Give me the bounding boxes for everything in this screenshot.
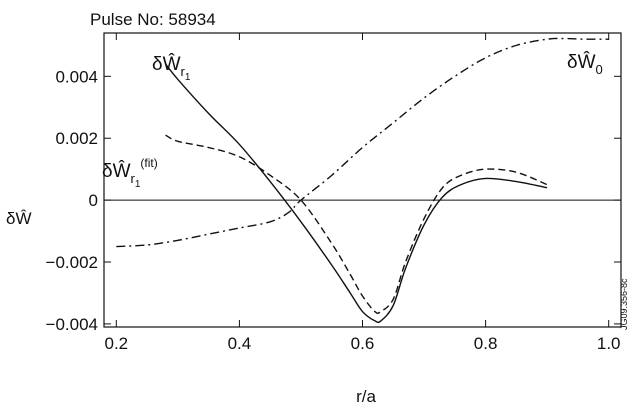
series-layer: [116, 37, 609, 324]
series-label-r1-fit: δŴr1 (fit): [102, 156, 158, 190]
y-tick-label: 0.004: [55, 67, 98, 86]
x-axis: 0.2 0.4 0.6 0.8 1.0: [104, 33, 621, 353]
chart-title: Pulse No: 58934: [90, 10, 216, 29]
x-tick-label: 1.0: [597, 334, 621, 353]
x-tick-label: 0.6: [351, 334, 375, 353]
series-label-fit-subsub: 1: [135, 179, 141, 190]
series-line-1: [165, 134, 548, 314]
x-tick-label: 0.2: [104, 334, 128, 353]
series-label-r1: δŴr1: [152, 53, 191, 83]
x-axis-label: r/a: [356, 387, 376, 406]
x-tick-label: 0.8: [474, 334, 498, 353]
series-label-zero-main: δŴ: [567, 51, 596, 73]
series-label-fit-sub: r: [131, 171, 136, 186]
y-tick-label: 0: [89, 191, 98, 210]
y-tick-label: −0.002: [46, 253, 98, 272]
series-label-r1-main: δŴ: [152, 53, 181, 75]
svg-text:δŴr1(fit): δŴr1 (fit): [102, 156, 158, 190]
figure-id-watermark: JG09.356-8c: [619, 278, 629, 330]
svg-text:δŴ0: δŴ0: [567, 51, 603, 77]
series-label-fit-main: δŴ: [102, 160, 131, 182]
y-tick-label: 0.002: [55, 129, 98, 148]
series-line-2: [116, 37, 609, 248]
series-label-r1-sub: r: [181, 64, 186, 79]
y-axis-label: δŴ: [6, 209, 32, 228]
series-line-0: [165, 63, 548, 324]
svg-text:δŴr1: δŴr1: [152, 53, 191, 83]
series-label-zero: δŴ0: [567, 51, 603, 77]
series-label-zero-sub: 0: [596, 62, 603, 77]
series-label-r1-subsub: 1: [185, 72, 191, 83]
y-tick-label: −0.004: [46, 315, 98, 334]
x-tick-label: 0.4: [228, 334, 252, 353]
series-label-fit-sup: (fit): [140, 156, 157, 170]
y-axis: −0.004 −0.002 0 0.002 0.004: [46, 67, 621, 334]
